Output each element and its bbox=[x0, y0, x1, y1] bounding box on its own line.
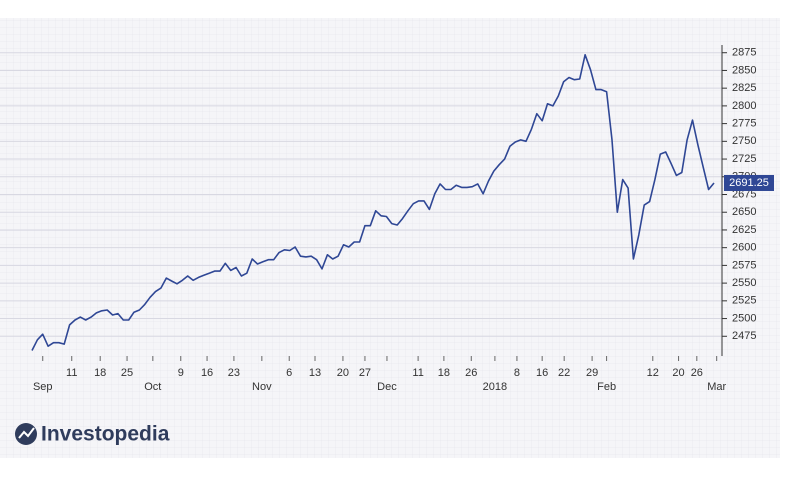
x-tick-label: 20 bbox=[337, 367, 349, 379]
x-tick-label: 27 bbox=[359, 367, 371, 379]
y-tick-label: 2625 bbox=[732, 224, 756, 236]
y-tick-label: 2650 bbox=[732, 206, 756, 218]
x-tick-label: 11 bbox=[412, 367, 423, 379]
x-tick-label: 18 bbox=[94, 367, 106, 379]
y-tick-label: 2550 bbox=[732, 277, 756, 289]
x-tick-label: 20 bbox=[672, 367, 684, 379]
minor-grid bbox=[0, 18, 780, 458]
y-tick-label: 2750 bbox=[732, 135, 756, 147]
x-tick-label: 23 bbox=[228, 367, 240, 379]
x-tick-label: 16 bbox=[536, 367, 548, 379]
y-tick-label: 2525 bbox=[732, 295, 756, 307]
last-value-box bbox=[724, 174, 774, 191]
x-tick-label: 6 bbox=[286, 367, 292, 379]
x-tick-label: Mar bbox=[707, 381, 726, 393]
x-tick-label: 9 bbox=[178, 367, 184, 379]
x-tick-label: 18 bbox=[438, 367, 450, 379]
y-tick-label: 2850 bbox=[732, 64, 756, 76]
x-tick-label: Dec bbox=[377, 381, 397, 393]
x-tick-label: 11 bbox=[66, 367, 77, 379]
x-tick-label: Feb bbox=[597, 381, 616, 393]
y-tick-label: 2575 bbox=[732, 259, 756, 271]
x-tick-label: 12 bbox=[647, 367, 659, 379]
x-tick-label: 22 bbox=[558, 367, 570, 379]
x-tick-label: 8 bbox=[514, 367, 520, 379]
y-tick-label: 2825 bbox=[732, 82, 756, 94]
x-tick-label: Oct bbox=[144, 381, 161, 393]
x-tick-label: 26 bbox=[691, 367, 703, 379]
x-tick-label: 16 bbox=[201, 367, 213, 379]
y-tick-label: 2600 bbox=[732, 242, 756, 254]
x-tick-label: Sep bbox=[33, 381, 53, 393]
x-tick-label: Nov bbox=[252, 381, 272, 393]
y-tick-label: 2725 bbox=[732, 153, 756, 165]
brand: Investopedia bbox=[41, 423, 170, 446]
y-tick-label: 2875 bbox=[732, 47, 756, 59]
x-tick-label: 26 bbox=[465, 367, 477, 379]
x-tick-label: 29 bbox=[586, 367, 598, 379]
x-tick-label: 13 bbox=[309, 367, 321, 379]
y-tick-label: 2775 bbox=[732, 118, 756, 130]
logo: Investopedia bbox=[15, 423, 170, 446]
price-line bbox=[31, 53, 715, 351]
x-tick-label: 2018 bbox=[483, 381, 507, 393]
y-tick-label: 2500 bbox=[732, 312, 756, 324]
y-tick-label: 2675 bbox=[732, 188, 756, 200]
y-tick-label: 2800 bbox=[732, 100, 756, 112]
y-tick-label: 2475 bbox=[732, 330, 756, 342]
x-tick-label: 25 bbox=[121, 367, 133, 379]
last-value-label: 2691.25 bbox=[729, 177, 769, 189]
